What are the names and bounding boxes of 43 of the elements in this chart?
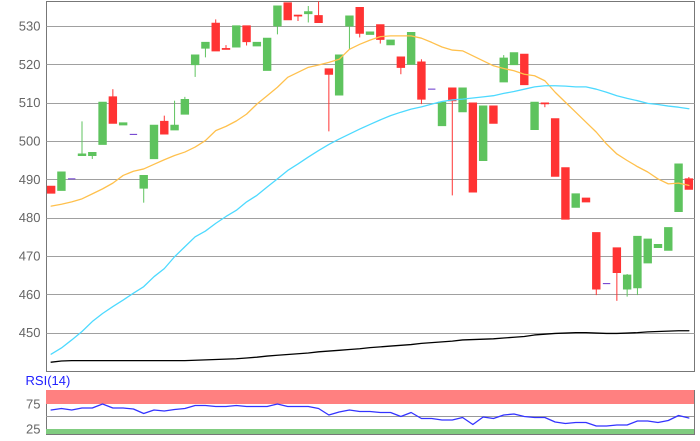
candlestick	[190, 54, 200, 78]
candlestick	[664, 227, 672, 251]
candlestick	[324, 68, 334, 132]
candlestick	[201, 42, 210, 58]
y-tick-label: 520	[18, 56, 40, 72]
y-tick-label: 510	[18, 95, 40, 110]
chart-title: RSI(14)	[26, 373, 70, 388]
candlestick	[57, 172, 66, 191]
candlestick	[78, 120, 86, 156]
candlestick	[644, 238, 652, 264]
candlestick	[396, 56, 406, 75]
candlestick	[684, 176, 694, 190]
line-series	[50, 85, 690, 355]
candlestick	[242, 25, 251, 46]
candlestick	[314, 0, 323, 23]
candlestick	[284, 2, 292, 20]
candlestick	[180, 96, 190, 115]
y-tick-label: 490	[18, 172, 40, 187]
y-tick-label: 450	[18, 325, 40, 340]
candlestick	[273, 5, 282, 35]
line-series	[50, 403, 690, 427]
y-tick-label: 530	[18, 18, 40, 34]
y-tick-label: 470	[18, 248, 40, 264]
candlestick	[232, 25, 240, 48]
candlestick	[170, 100, 179, 130]
candlestick	[140, 174, 148, 204]
candlestick	[572, 193, 580, 208]
y-tick-label: 500	[18, 133, 40, 148]
candlestick	[304, 5, 312, 23]
y-tick-label: 75	[26, 396, 40, 412]
line-series	[50, 330, 690, 363]
candlestick	[500, 54, 508, 82]
candlestick	[458, 88, 467, 112]
candlestick	[448, 88, 456, 196]
y-tick-label: 25	[26, 422, 40, 436]
candlestick	[345, 15, 354, 50]
candlestick	[376, 24, 384, 44]
y-tick-label: 460	[18, 286, 40, 302]
candlestick	[489, 106, 498, 124]
candlestick	[510, 52, 518, 66]
y-tick-label: 480	[18, 210, 40, 226]
candlestick	[160, 115, 168, 135]
candlestick	[438, 102, 446, 126]
